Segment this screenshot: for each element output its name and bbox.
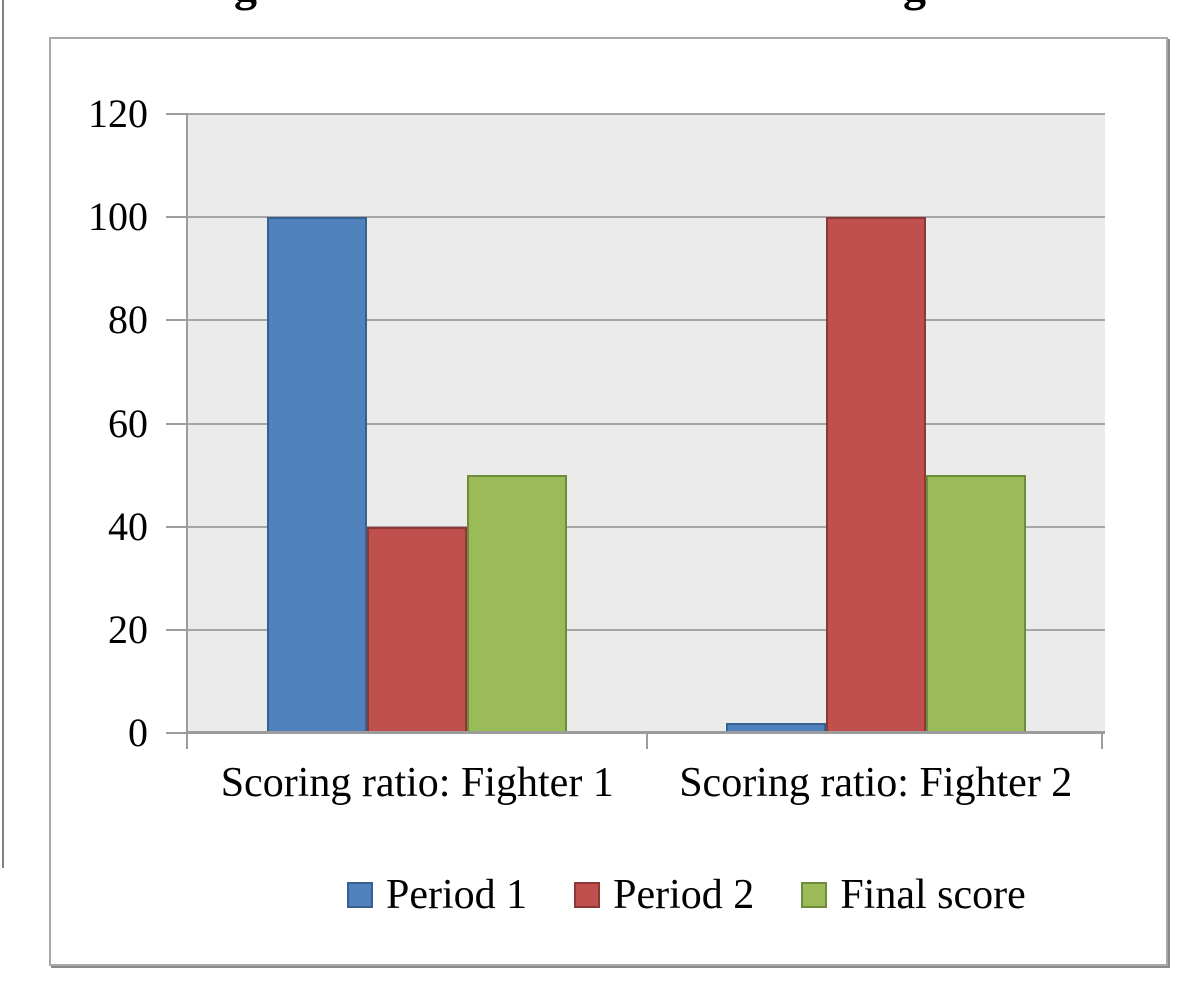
y-axis-tick-label: 80 xyxy=(108,297,148,343)
bar-period-1-category-1 xyxy=(267,217,368,733)
gridline xyxy=(188,113,1105,115)
bar-period-2-category-1 xyxy=(367,526,468,733)
x-axis-tick xyxy=(645,733,648,749)
plot-area xyxy=(188,113,1105,734)
y-axis-tick xyxy=(166,216,188,219)
gridline xyxy=(188,628,1105,631)
gridline xyxy=(188,319,1105,322)
gridline xyxy=(188,422,1105,425)
gridline xyxy=(188,525,1105,528)
cropped-title-glyph: g xyxy=(903,0,935,11)
y-axis-tick-label: 0 xyxy=(128,710,148,755)
legend-swatch-final-score xyxy=(801,882,828,908)
y-axis-tick xyxy=(166,113,188,115)
y-axis-line xyxy=(186,114,188,749)
y-axis-tick xyxy=(166,525,188,528)
x-axis-line xyxy=(186,731,1105,734)
chart-legend: Period 1 Period 2 Final score xyxy=(347,870,1026,920)
y-axis-tick-label: 60 xyxy=(108,400,148,446)
legend-item: Period 2 xyxy=(574,870,754,920)
legend-label: Period 1 xyxy=(386,872,528,918)
cropped-title-glyph-text: g xyxy=(234,0,257,9)
cropped-title-glyph: g xyxy=(234,0,266,11)
legend-label: Period 2 xyxy=(613,872,755,918)
y-axis-tick-label: 20 xyxy=(108,606,148,652)
legend-item: Final score xyxy=(801,870,1026,920)
bar-final-score-category-1 xyxy=(467,475,568,733)
gridline xyxy=(188,216,1105,219)
y-axis-tick xyxy=(166,319,188,322)
legend-item: Period 1 xyxy=(347,870,527,920)
legend-label: Final score xyxy=(840,872,1026,918)
y-axis-tick-label: 120 xyxy=(88,91,148,136)
x-axis-tick xyxy=(1101,733,1103,749)
cropped-title-glyph-text: g xyxy=(903,0,926,9)
page-edge-line xyxy=(2,0,4,868)
bar-final-score-category-2 xyxy=(925,475,1026,733)
legend-swatch-period-2 xyxy=(574,882,601,908)
y-axis-tick xyxy=(166,628,188,631)
y-axis-tick-label: 40 xyxy=(108,503,148,549)
legend-swatch-period-1 xyxy=(347,882,373,908)
x-category-label: Scoring ratio: Fighter 2 xyxy=(679,760,1073,806)
y-axis-tick xyxy=(166,732,188,734)
bar-period-2-category-2 xyxy=(825,217,926,733)
y-axis-tick xyxy=(166,422,188,425)
x-category-label: Scoring ratio: Fighter 1 xyxy=(220,760,614,806)
y-axis-tick-label: 100 xyxy=(88,194,148,240)
